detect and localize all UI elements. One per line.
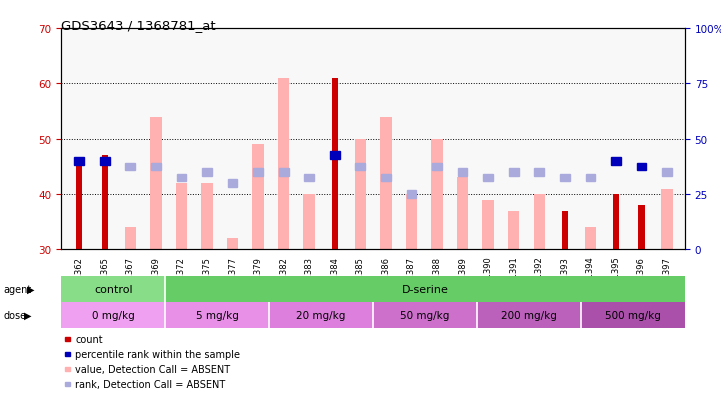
Bar — [483, 174, 493, 182]
Bar — [165, 302, 269, 328]
Bar — [151, 163, 161, 171]
Text: 50 mg/kg: 50 mg/kg — [400, 310, 450, 320]
Text: value, Detection Call = ABSENT: value, Detection Call = ABSENT — [75, 364, 230, 374]
Text: control: control — [94, 285, 133, 294]
Text: 200 mg/kg: 200 mg/kg — [501, 310, 557, 320]
Bar — [176, 183, 187, 250]
Text: 20 mg/kg: 20 mg/kg — [296, 310, 346, 320]
Text: count: count — [75, 335, 103, 344]
Bar — [252, 145, 264, 250]
Bar — [253, 169, 263, 176]
Bar — [585, 174, 596, 182]
Bar — [482, 200, 494, 250]
Bar — [330, 152, 340, 160]
Bar — [228, 180, 237, 188]
Bar — [432, 163, 442, 171]
Bar — [406, 195, 417, 250]
Bar — [61, 302, 165, 328]
Bar — [638, 206, 645, 250]
Bar — [508, 211, 519, 250]
Text: percentile rank within the sample: percentile rank within the sample — [75, 349, 240, 359]
Bar — [534, 195, 545, 250]
Bar — [304, 195, 315, 250]
Bar — [279, 169, 288, 176]
Bar — [431, 140, 443, 250]
Bar — [355, 140, 366, 250]
Text: GDS3643 / 1368781_at: GDS3643 / 1368781_at — [61, 19, 216, 31]
Text: 500 mg/kg: 500 mg/kg — [605, 310, 661, 320]
Bar — [102, 156, 108, 250]
Bar — [125, 228, 136, 250]
Bar — [61, 277, 165, 302]
Bar — [613, 195, 619, 250]
Bar — [509, 169, 518, 176]
Text: D-serine: D-serine — [402, 285, 448, 294]
Bar — [373, 302, 477, 328]
Bar — [662, 169, 672, 176]
Bar — [355, 163, 366, 171]
Text: ▶: ▶ — [27, 285, 35, 294]
Bar — [560, 174, 570, 182]
Text: ▶: ▶ — [24, 310, 31, 320]
Bar — [611, 158, 621, 165]
Bar — [380, 117, 392, 250]
Bar — [457, 178, 469, 250]
Bar — [304, 174, 314, 182]
Bar — [381, 174, 391, 182]
Bar — [458, 169, 467, 176]
Text: 0 mg/kg: 0 mg/kg — [92, 310, 135, 320]
Bar — [227, 239, 238, 250]
Bar — [269, 302, 373, 328]
Bar — [202, 169, 212, 176]
Bar — [477, 302, 581, 328]
Bar — [562, 211, 568, 250]
Bar — [74, 158, 84, 165]
Bar — [76, 161, 82, 250]
Bar — [150, 117, 162, 250]
Bar — [100, 158, 110, 165]
Bar — [581, 302, 685, 328]
Bar — [278, 78, 289, 250]
Text: agent: agent — [4, 285, 32, 294]
Bar — [332, 78, 338, 250]
Text: dose: dose — [4, 310, 27, 320]
Bar — [585, 228, 596, 250]
Bar — [637, 163, 646, 171]
Bar — [534, 169, 544, 176]
Text: 5 mg/kg: 5 mg/kg — [196, 310, 239, 320]
Bar — [177, 174, 186, 182]
Bar — [661, 189, 673, 250]
Text: rank, Detection Call = ABSENT: rank, Detection Call = ABSENT — [75, 379, 226, 389]
Bar — [201, 183, 213, 250]
Bar — [165, 277, 685, 302]
Bar — [407, 191, 416, 199]
Bar — [125, 163, 135, 171]
